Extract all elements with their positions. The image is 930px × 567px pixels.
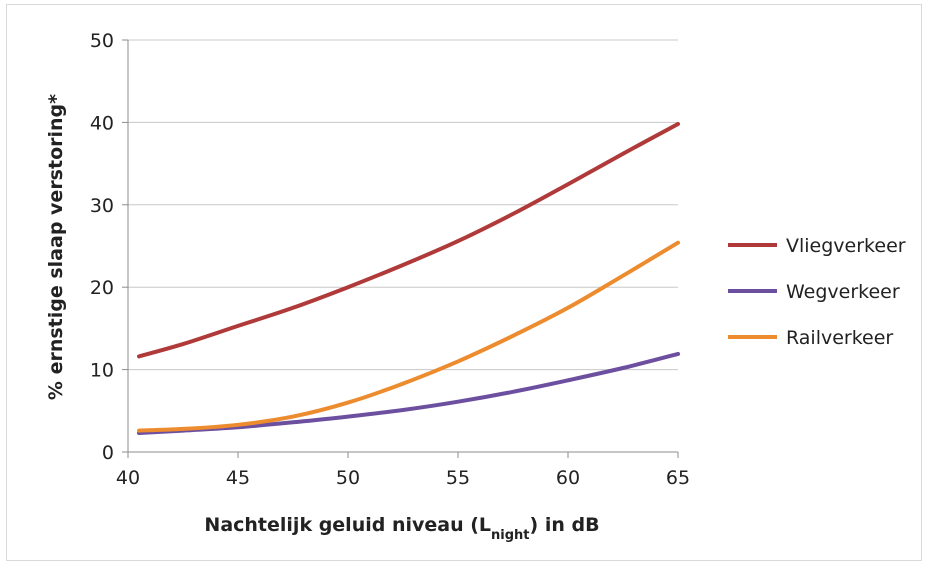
grid-lines (122, 39, 679, 458)
x-tick-label: 65 (666, 467, 690, 489)
x-tick-label: 55 (446, 467, 470, 489)
legend-label-wegverkeer: Wegverkeer (786, 281, 900, 303)
x-axis-ticks: 40 45 50 55 60 65 (116, 467, 690, 489)
chart-frame (6, 4, 922, 561)
y-tick-label: 10 (90, 360, 114, 382)
series-line-vliegverkeer (137, 122, 680, 359)
y-tick-label: 30 (90, 195, 114, 217)
series-lines (137, 122, 680, 435)
y-tick-label: 20 (90, 277, 114, 299)
x-axis-title-tail: ) in dB (530, 514, 600, 536)
y-tick-label: 0 (102, 442, 114, 464)
y-axis-ticks: 0 10 20 30 40 50 (90, 30, 114, 464)
legend: Vliegverkeer Wegverkeer Railverkeer (728, 235, 906, 349)
y-tick-label: 40 (90, 112, 114, 134)
x-tick-label: 50 (336, 467, 360, 489)
x-tick-label: 45 (226, 467, 250, 489)
y-axis-title: % ernstige slaap verstoring* (45, 94, 67, 400)
legend-label-railverkeer: Railverkeer (786, 327, 893, 349)
series-line-railverkeer (137, 240, 680, 433)
legend-label-vliegverkeer: Vliegverkeer (786, 235, 906, 257)
x-tick-label: 40 (116, 467, 140, 489)
series-line-wegverkeer (137, 351, 680, 435)
x-axis-title: Nachtelijk geluid niveau (Lnight) in dB (204, 514, 599, 543)
x-axis-title-main: Nachtelijk geluid niveau (L (204, 514, 491, 536)
y-tick-label: 50 (90, 30, 114, 52)
x-axis-title-subscript: night (491, 528, 530, 543)
x-tick-label: 60 (556, 467, 580, 489)
